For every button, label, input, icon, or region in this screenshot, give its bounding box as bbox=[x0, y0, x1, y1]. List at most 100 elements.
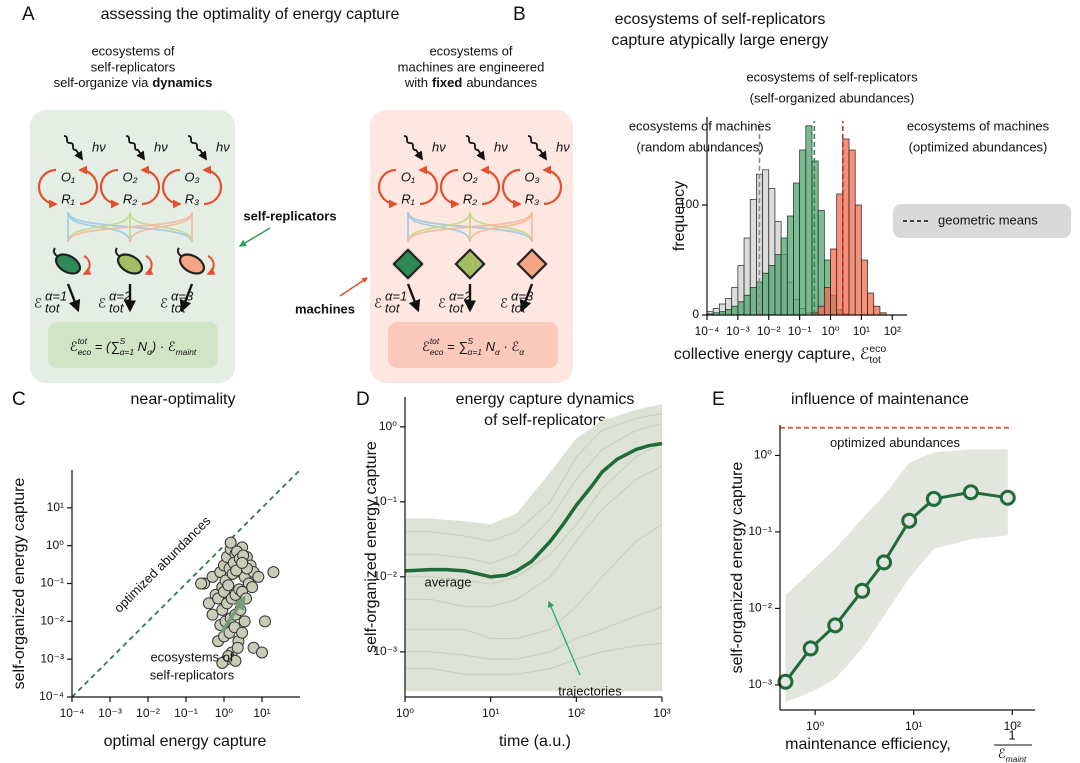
math-part: N bbox=[482, 339, 496, 354]
photon-arrow bbox=[125, 135, 145, 161]
math-part: ) · ℰ bbox=[150, 339, 176, 354]
box-machines bbox=[370, 110, 573, 383]
series-label: average bbox=[425, 574, 472, 589]
x-tick-label: 10⁻² bbox=[757, 324, 781, 338]
network-link bbox=[407, 211, 533, 243]
species-label: O₃ bbox=[184, 169, 199, 184]
energy-label: ℰ bbox=[160, 295, 168, 310]
formula-box bbox=[388, 322, 558, 368]
photon-arrow bbox=[403, 135, 423, 161]
heading: with fixed abundances bbox=[404, 75, 538, 90]
species-label: R₃ bbox=[525, 191, 540, 206]
marker bbox=[777, 673, 794, 690]
histogram-bar bbox=[768, 265, 776, 316]
y-axis-label: frequency bbox=[671, 181, 688, 251]
histogram-bar bbox=[737, 301, 745, 316]
formula: ℰtot eco = (∑S α=1 Nα) · ℰmaint bbox=[70, 336, 197, 357]
math-part: α=1 bbox=[120, 347, 134, 357]
photon-label: hν bbox=[216, 139, 230, 154]
band-label: trajectories bbox=[558, 683, 622, 698]
species-label: R₁ bbox=[401, 191, 415, 206]
species-label: O₂ bbox=[462, 169, 477, 184]
photon-label: hν bbox=[494, 139, 508, 154]
y-tick-label: 10⁻² bbox=[40, 614, 64, 628]
energy-label-sup: α=1 bbox=[385, 288, 407, 303]
math-part: = bbox=[443, 339, 458, 354]
x-tick-label: 10¹ bbox=[253, 706, 270, 720]
math-part: α bbox=[519, 347, 525, 357]
replication-arrow bbox=[206, 255, 216, 275]
y-tick-label: 100 bbox=[679, 197, 699, 211]
cycle-arrow bbox=[542, 165, 563, 206]
cycle-arrow bbox=[78, 165, 99, 206]
species-label: R₂ bbox=[123, 191, 137, 206]
x-tick-label: 10¹ bbox=[482, 706, 499, 720]
network-link bbox=[129, 211, 193, 243]
annotation-arrow bbox=[238, 227, 271, 247]
marker bbox=[925, 490, 942, 507]
scatter-point bbox=[206, 608, 219, 621]
math-part: S bbox=[468, 336, 474, 346]
y-tick-label: 10⁻¹ bbox=[40, 576, 64, 590]
x-tick-label: 10¹ bbox=[853, 324, 870, 338]
trajectory bbox=[405, 423, 663, 565]
y-tick-label: 10⁻² bbox=[748, 601, 772, 615]
marker bbox=[827, 617, 844, 634]
scatter-point bbox=[236, 556, 249, 569]
photon-arrow bbox=[187, 135, 207, 161]
fraction-numerator: 1 bbox=[1008, 727, 1015, 742]
panel-title: influence of maintenance bbox=[791, 391, 969, 408]
math-part: eco bbox=[869, 344, 886, 355]
math-part: ℰ bbox=[70, 339, 78, 354]
species-label: R₂ bbox=[463, 191, 477, 206]
math-part: tot bbox=[430, 336, 440, 346]
machine bbox=[454, 248, 486, 280]
energy-arrow bbox=[406, 283, 421, 313]
math-part: N bbox=[134, 339, 148, 354]
trajectory bbox=[405, 413, 663, 542]
histogram-bar bbox=[725, 309, 733, 316]
scatter-point bbox=[267, 566, 280, 579]
series-label: ecosystems of self-replicators bbox=[746, 69, 918, 84]
series-line bbox=[404, 441, 663, 579]
replication-arrow bbox=[82, 255, 92, 275]
spread-band bbox=[785, 449, 1008, 702]
formula: ℰtot eco = ∑S α=1 Nα · ℰα bbox=[422, 336, 525, 357]
y-tick-label: 10¹ bbox=[47, 500, 64, 514]
scatter-point bbox=[222, 579, 235, 592]
marker bbox=[854, 582, 871, 599]
annotation: ecosystems of bbox=[150, 649, 233, 664]
photon-label: hν bbox=[154, 139, 168, 154]
legend-box bbox=[893, 204, 1071, 238]
marker bbox=[999, 489, 1016, 506]
panel-title: capture atypically large energy bbox=[611, 32, 828, 49]
annotation: self-replicators bbox=[243, 208, 336, 223]
annotation-arrow bbox=[548, 600, 581, 676]
x-tick-label: 10⁻⁴ bbox=[695, 324, 720, 338]
energy-label-sup: α=1 bbox=[45, 288, 67, 303]
scatter-point bbox=[224, 536, 237, 549]
cycle-arrow bbox=[377, 168, 398, 209]
fraction-denominator: ℰmaint bbox=[998, 746, 1027, 763]
y-tick-label: 10⁻⁴ bbox=[39, 689, 64, 703]
panel-title: energy capture dynamics bbox=[456, 391, 635, 408]
heading: machines are engineered bbox=[398, 59, 545, 74]
x-tick-label: 10⁻¹ bbox=[788, 324, 812, 338]
y-tick-label: 10⁻³ bbox=[40, 651, 64, 665]
histogram-bar bbox=[799, 149, 807, 316]
x-axis-label: maintenance efficiency, bbox=[785, 736, 951, 753]
scatter-point bbox=[256, 646, 268, 659]
scatter-point bbox=[195, 577, 208, 590]
cycle-arrow bbox=[37, 168, 58, 209]
heading: ecosystems of bbox=[429, 43, 512, 58]
marker bbox=[876, 554, 893, 571]
histogram-bar bbox=[830, 248, 838, 316]
panel-title: assessing the optimality of energy captu… bbox=[101, 6, 400, 23]
y-tick-label: 0 bbox=[692, 307, 699, 321]
photon-arrow bbox=[465, 135, 485, 161]
diagonal-label: optimized abundances bbox=[111, 513, 214, 616]
cycle-arrow bbox=[439, 168, 460, 209]
cycle-arrow bbox=[480, 165, 501, 206]
histogram-bar bbox=[836, 193, 844, 316]
